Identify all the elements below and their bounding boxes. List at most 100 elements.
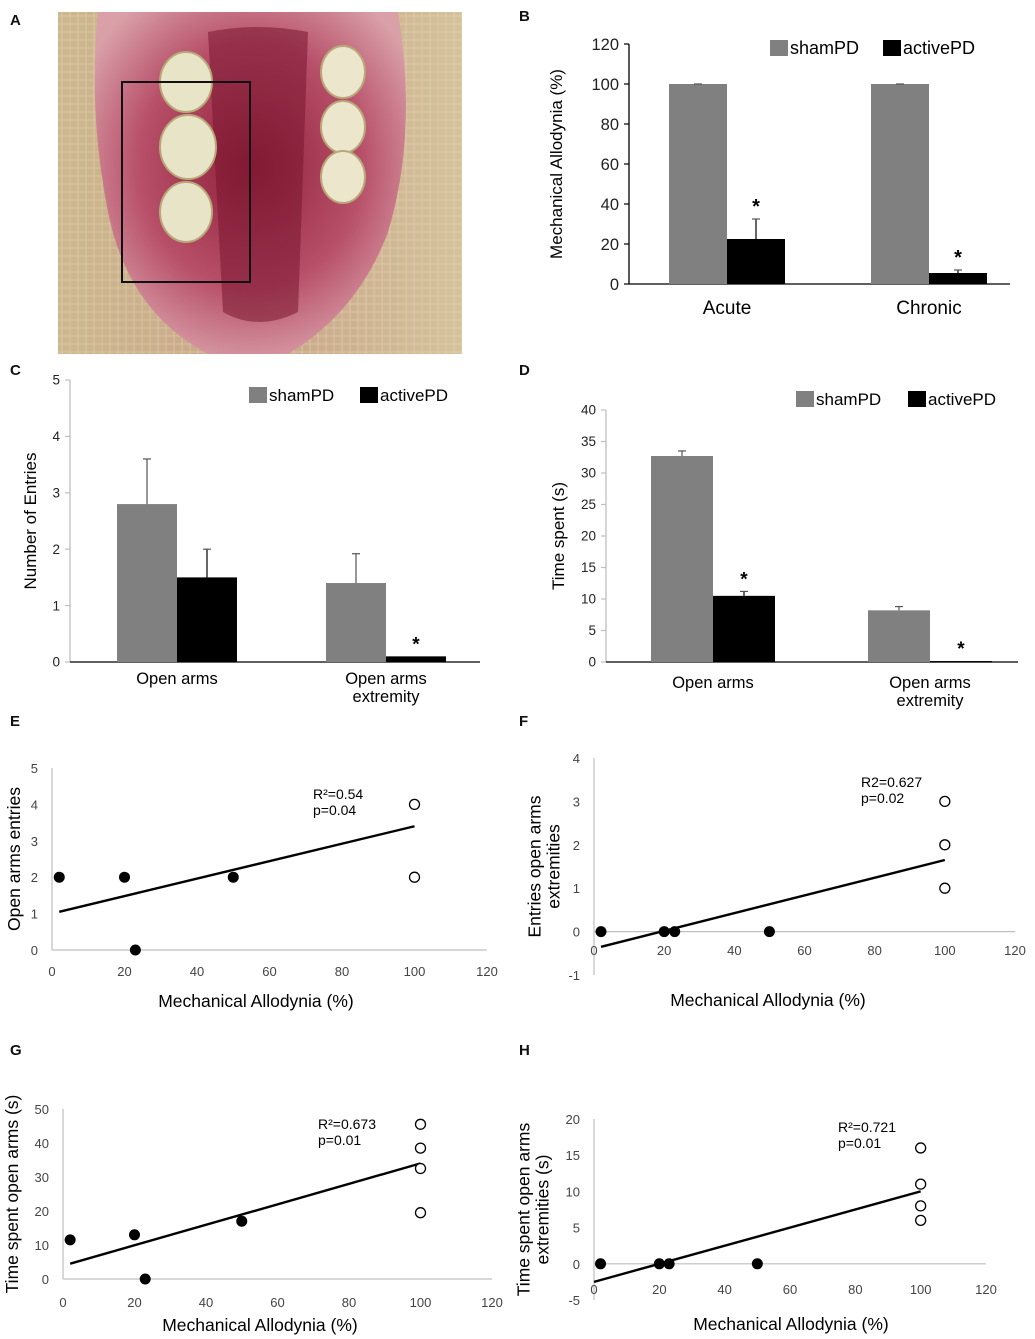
y-tick-label: 4 bbox=[31, 797, 38, 812]
x-tick-label: 100 bbox=[910, 1282, 932, 1297]
stat-annotation: R²=0.721 bbox=[838, 1119, 896, 1135]
right-molars bbox=[320, 45, 366, 204]
x-axis-title: Mechanical Allodynia (%) bbox=[693, 1314, 889, 1334]
legend-label-shamPD: shamPD bbox=[816, 390, 881, 409]
x-tick-label: 20 bbox=[652, 1282, 666, 1297]
maxilla-photo bbox=[58, 12, 462, 354]
point-shampd bbox=[414, 1142, 427, 1154]
y-tick-label: 20 bbox=[35, 1204, 49, 1219]
x-axis-title: Mechanical Allodynia (%) bbox=[162, 1315, 358, 1335]
y-tick-label: 0 bbox=[31, 943, 38, 958]
y-tick-label: 10 bbox=[581, 592, 596, 607]
bar-shamPD-2 bbox=[871, 84, 929, 284]
y-tick-label: 1 bbox=[52, 598, 60, 613]
x-tick-label: 120 bbox=[476, 964, 498, 979]
y-tick-label: 20 bbox=[581, 529, 596, 544]
panel-label-c: C bbox=[10, 362, 21, 379]
x-axis-title: Mechanical Allodynia (%) bbox=[670, 990, 866, 1010]
point-shampd bbox=[408, 871, 421, 883]
chart-d-time-spent: 0 5 10 15 20 25 30 35 40 Time spent (s) * Open arms… bbox=[549, 390, 1018, 710]
y-tick-label: 80 bbox=[601, 116, 619, 134]
stat-annotation: R²=0.54 bbox=[313, 786, 363, 802]
y-tick-label: 1 bbox=[573, 881, 580, 896]
y-tick-label: 60 bbox=[601, 156, 619, 174]
x-tick-label: 40 bbox=[717, 1282, 731, 1297]
y-tick-label: 1 bbox=[31, 907, 38, 922]
y-tick-label: 25 bbox=[581, 497, 596, 512]
left-molars bbox=[159, 51, 217, 243]
y-tick-label: 0 bbox=[610, 276, 619, 294]
y-tick-label: 15 bbox=[581, 560, 596, 575]
bar-shamPD-1 bbox=[651, 455, 713, 662]
x-tick-label: 60 bbox=[797, 943, 811, 958]
x-tick-label: 20 bbox=[127, 1295, 141, 1310]
x-axis-title: Mechanical Allodynia (%) bbox=[158, 991, 354, 1011]
x-category-label: Open arms bbox=[136, 670, 218, 688]
point-shampd bbox=[414, 1118, 427, 1130]
legend-label-activePD: activePD bbox=[380, 386, 448, 405]
x-tick-label: 100 bbox=[934, 943, 956, 958]
x-tick-label: 40 bbox=[190, 964, 204, 979]
x-tick-label: 60 bbox=[270, 1295, 284, 1310]
x-tick-label: 60 bbox=[783, 1282, 797, 1297]
regression-line bbox=[69, 1162, 421, 1265]
bar-activePD-2 bbox=[386, 656, 446, 662]
point-activepd bbox=[658, 926, 670, 938]
stat-annotation: p=0.04 bbox=[313, 802, 356, 818]
x-tick-label: 120 bbox=[1004, 943, 1026, 958]
point-shampd bbox=[915, 1178, 927, 1190]
significance-star: * bbox=[740, 569, 748, 590]
legend-label-shamPD: shamPD bbox=[790, 38, 859, 58]
point-activepd bbox=[595, 926, 607, 938]
point-activepd bbox=[64, 1234, 76, 1246]
y-axis-title: Number of Entries bbox=[21, 453, 40, 590]
significance-star: * bbox=[957, 639, 965, 660]
x-category-label: Open arms extremity bbox=[345, 670, 427, 706]
panel-label-e: E bbox=[10, 713, 21, 730]
point-activepd bbox=[236, 1215, 248, 1227]
legend-label-activePD: activePD bbox=[928, 390, 996, 409]
point-activepd bbox=[227, 871, 239, 883]
x-tick-label: 40 bbox=[727, 943, 741, 958]
y-tick-label: 100 bbox=[591, 76, 619, 94]
regression-line bbox=[58, 825, 415, 913]
legend-swatch-activePD bbox=[883, 40, 901, 56]
significance-star: * bbox=[412, 634, 420, 655]
panel-label-g: G bbox=[10, 1042, 22, 1059]
stat-annotation: R2=0.627 bbox=[861, 774, 922, 790]
y-tick-label: 3 bbox=[573, 794, 580, 809]
regression-line bbox=[600, 858, 946, 948]
y-axis-title: Time spent open armsextremities (s) bbox=[515, 1123, 553, 1297]
y-tick-label: 0 bbox=[42, 1272, 49, 1287]
stat-annotation: R²=0.673 bbox=[318, 1116, 376, 1132]
x-tick-label: 0 bbox=[590, 943, 597, 958]
legend-swatch-activePD bbox=[908, 391, 926, 407]
chart-g-time-open-arms: 0 10 20 30 40 50 0 20 40 60 80 100 120 Mechanical All… bbox=[2, 1095, 503, 1335]
panel-label-h: H bbox=[519, 1042, 530, 1059]
y-tick-label: 50 bbox=[35, 1102, 49, 1117]
y-tick-label: 30 bbox=[581, 466, 596, 481]
y-tick-label: 5 bbox=[588, 623, 596, 638]
y-tick-label: 120 bbox=[591, 36, 619, 54]
y-tick-label: 4 bbox=[52, 429, 60, 444]
y-tick-label: 5 bbox=[31, 761, 38, 776]
x-tick-label: 0 bbox=[48, 964, 55, 979]
chart-b-mechanical-allodynia: 0 20 40 60 80 100 120 Mechanical Allodynia (%) *… bbox=[547, 36, 1010, 319]
y-tick-label: 3 bbox=[52, 486, 60, 501]
y-tick-label: -5 bbox=[568, 1293, 580, 1308]
point-shampd bbox=[915, 1142, 927, 1154]
stat-annotation: p=0.02 bbox=[861, 790, 904, 806]
y-tick-label: 40 bbox=[581, 403, 596, 418]
legend-label-activePD: activePD bbox=[903, 38, 975, 58]
point-activepd bbox=[653, 1258, 665, 1270]
point-activepd bbox=[129, 944, 141, 956]
point-activepd bbox=[763, 926, 775, 938]
x-tick-label: 100 bbox=[410, 1295, 432, 1310]
photo-palate bbox=[208, 27, 308, 322]
x-tick-label: 20 bbox=[117, 964, 131, 979]
y-axis-title: Time spent open arms (s) bbox=[2, 1095, 22, 1294]
y-tick-label: 10 bbox=[35, 1238, 49, 1253]
point-activepd bbox=[663, 1258, 675, 1270]
y-tick-label: 20 bbox=[601, 236, 619, 254]
